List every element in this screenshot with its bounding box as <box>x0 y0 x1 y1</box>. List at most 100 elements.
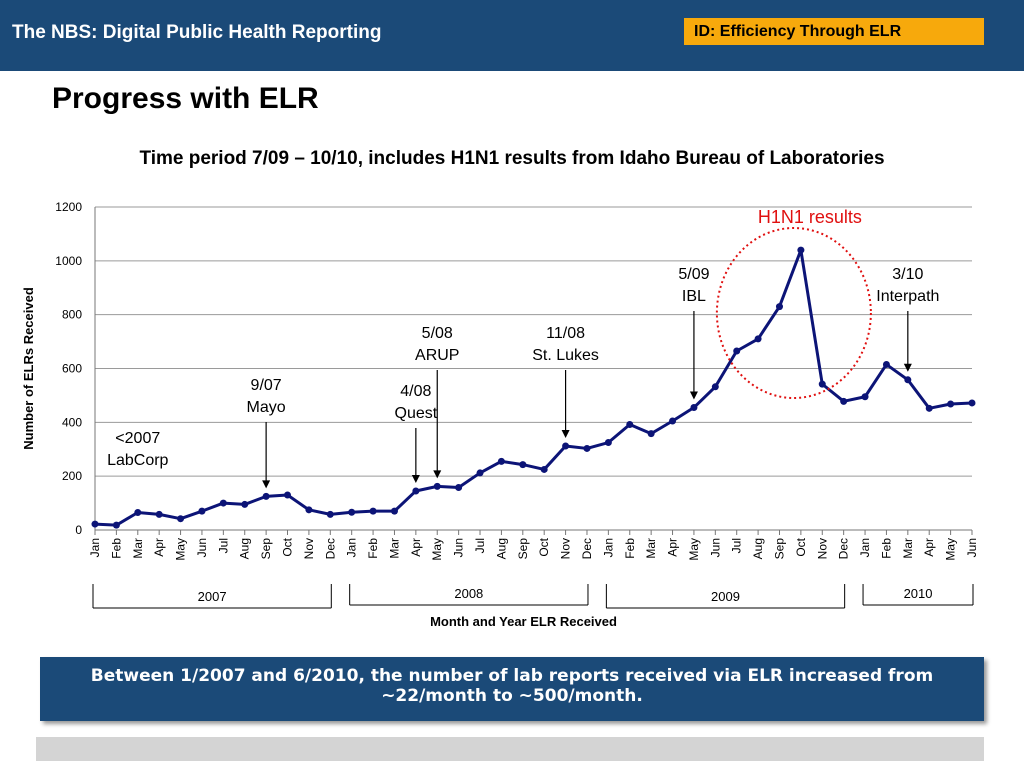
x-tick-label: Apr <box>666 538 680 557</box>
data-point <box>754 335 762 343</box>
data-point <box>348 508 356 516</box>
data-point <box>284 491 292 499</box>
annotation-label: 5/08 <box>422 325 453 342</box>
annotation-arrowhead <box>689 391 698 400</box>
data-point <box>861 393 869 401</box>
data-point <box>241 500 249 508</box>
x-tick-label: Jul <box>473 538 487 553</box>
data-point <box>390 507 398 515</box>
x-tick-label: Oct <box>537 537 551 556</box>
y-tick-label: 400 <box>62 415 82 429</box>
x-tick-label: May <box>687 538 701 561</box>
data-point <box>775 303 783 311</box>
x-tick-label: Oct <box>281 537 295 556</box>
data-point <box>882 360 890 368</box>
x-tick-label: Aug <box>494 538 508 559</box>
x-tick-label: Jun <box>195 538 209 557</box>
data-point <box>326 510 334 518</box>
annotation-label: Interpath <box>876 288 939 305</box>
data-point <box>647 430 655 438</box>
chart-subtitle: Time period 7/09 – 10/10, includes H1N1 … <box>139 148 885 169</box>
x-tick-label: Jun <box>708 538 722 557</box>
x-tick-label: Jan <box>601 538 615 557</box>
data-point <box>155 510 163 518</box>
elr-line-chart: 0 200 400 600 800 1000 1200 Number of ELRs Rece… <box>21 200 979 629</box>
data-point <box>968 399 976 407</box>
x-tick-label: May <box>174 538 188 561</box>
annotation-arrowhead <box>433 470 442 479</box>
data-point <box>947 400 955 408</box>
data-point <box>904 376 912 384</box>
data-point <box>497 457 505 465</box>
data-point <box>112 521 120 529</box>
data-point <box>198 507 206 515</box>
data-point <box>305 506 313 514</box>
annotation-label: Mayo <box>247 399 286 416</box>
annotation-label: ARUP <box>415 347 459 364</box>
annotation-label: St. Lukes <box>532 347 599 364</box>
data-point <box>583 444 591 452</box>
data-point <box>925 404 933 412</box>
x-tick-label: Dec <box>323 538 337 559</box>
data-point <box>690 404 698 412</box>
annotation-label: Quest <box>395 405 438 422</box>
x-tick-label: Mar <box>644 538 658 559</box>
annotation-label: IBL <box>682 288 706 305</box>
data-point <box>455 483 463 491</box>
y-tick-label: 1200 <box>55 200 82 214</box>
y-tick-label: 0 <box>75 523 82 537</box>
summary-note: Between 1/2007 and 6/2010, the number of… <box>40 657 984 721</box>
x-tick-label: Jan <box>345 538 359 557</box>
annotation-arrowhead <box>561 430 570 439</box>
data-point <box>711 383 719 391</box>
year-label: 2008 <box>454 586 483 601</box>
y-tick-label: 1000 <box>55 254 82 268</box>
x-tick-label: Jul <box>216 538 230 553</box>
annotation-label: <2007 <box>115 430 160 447</box>
page-title: Progress with ELR <box>52 82 319 115</box>
annotation-arrowhead <box>411 474 420 483</box>
x-tick-label: Dec <box>837 538 851 559</box>
x-tick-label: Sep <box>516 538 530 560</box>
x-tick-label: May <box>944 538 958 561</box>
x-tick-label: Apr <box>152 538 166 557</box>
x-tick-label: Jan <box>858 538 872 557</box>
x-tick-label: Sep <box>772 538 786 560</box>
data-point <box>219 499 227 507</box>
x-tick-label: Feb <box>879 538 893 559</box>
x-tick-label: Oct <box>794 537 808 556</box>
year-label: 2007 <box>198 589 227 604</box>
x-tick-label: Aug <box>751 538 765 559</box>
data-point <box>519 461 527 469</box>
y-tick-label: 200 <box>62 469 82 483</box>
data-point <box>433 482 441 490</box>
data-point <box>562 442 570 450</box>
x-tick-label: Jun <box>965 538 979 557</box>
y-tick-label: 800 <box>62 308 82 322</box>
data-point <box>369 507 377 515</box>
annotation-label: 11/08 <box>546 325 585 342</box>
x-tick-label: Mar <box>901 538 915 559</box>
data-point <box>626 420 634 428</box>
data-point <box>733 347 741 355</box>
x-tick-label: Nov <box>302 538 316 559</box>
annotation-label: 9/07 <box>251 377 282 394</box>
data-point <box>177 515 185 523</box>
x-tick-label: Sep <box>259 538 273 560</box>
data-point <box>476 469 484 477</box>
x-tick-label: Jun <box>452 538 466 557</box>
h1n1-highlight-circle <box>715 227 872 399</box>
data-point <box>91 520 99 528</box>
x-tick-label: Jan <box>88 538 102 557</box>
section-badge: ID: Efficiency Through ELR <box>684 18 984 45</box>
x-tick-label: Nov <box>815 538 829 559</box>
x-tick-label: May <box>430 538 444 561</box>
x-tick-label: Apr <box>922 538 936 557</box>
x-tick-label: Feb <box>366 538 380 559</box>
x-tick-label: Dec <box>580 538 594 559</box>
year-label: 2009 <box>711 589 740 604</box>
data-point <box>818 380 826 388</box>
year-label: 2010 <box>904 586 933 601</box>
x-tick-label: Apr <box>409 538 423 557</box>
data-point <box>669 417 677 425</box>
